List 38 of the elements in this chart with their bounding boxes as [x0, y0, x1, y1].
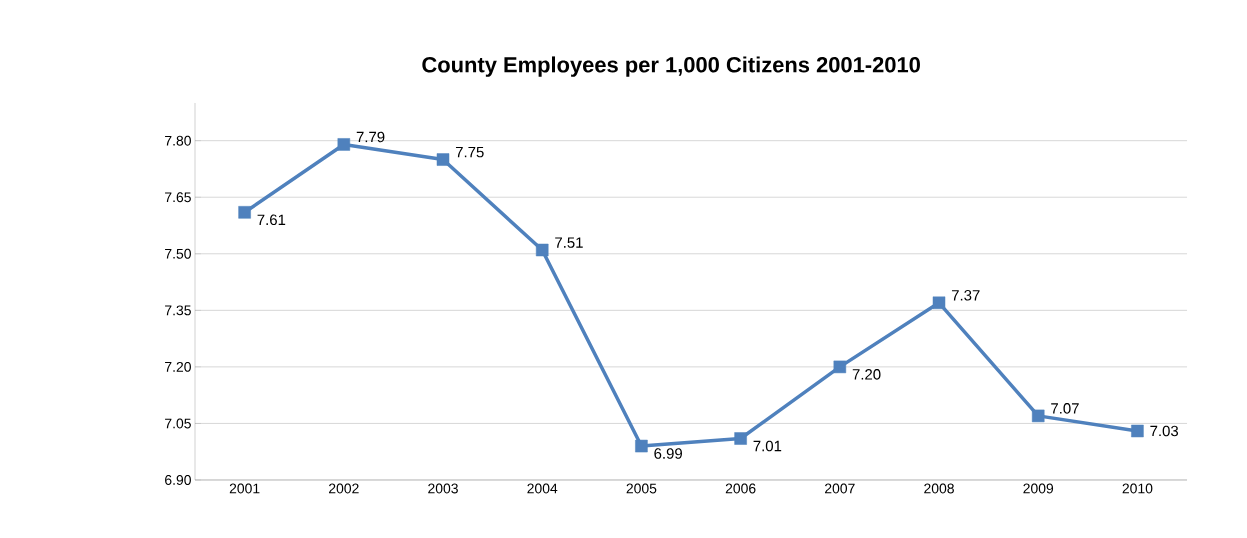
data-label: 7.75 — [455, 146, 484, 158]
x-tick-label: 2005 — [626, 483, 657, 494]
x-tick-label: 2003 — [428, 483, 458, 494]
y-tick-label: 7.05 — [165, 418, 191, 429]
x-tick-label: 2010 — [1122, 483, 1153, 494]
data-label: 7.51 — [555, 237, 583, 248]
x-tick-label: 2007 — [825, 483, 855, 494]
point — [932, 296, 946, 310]
point — [337, 138, 351, 151]
data-label: 7.07 — [1051, 403, 1079, 414]
x-tick-label: 2004 — [527, 483, 558, 494]
chart-title: County Employees per 1,000 Citizens 2001-2010 — [422, 56, 920, 77]
point — [734, 432, 747, 445]
x-tick-label: 2002 — [329, 483, 359, 494]
point — [833, 360, 847, 374]
point — [436, 153, 450, 166]
y-tick-label: 7.20 — [165, 361, 191, 372]
y-tick-label: 7.80 — [165, 135, 191, 146]
y-tick-label: 7.65 — [165, 192, 191, 203]
data-label: 7.37 — [951, 290, 980, 301]
point — [635, 439, 648, 453]
x-tick-label: 2001 — [229, 483, 260, 494]
point — [1131, 424, 1144, 438]
y-tick-label: 6.90 — [165, 475, 191, 485]
data-label: 7.79 — [356, 131, 385, 143]
x-tick-label: 2008 — [924, 483, 954, 494]
y-tick-label: 7.50 — [165, 248, 191, 259]
x-tick-label: 2006 — [725, 483, 756, 494]
point — [535, 243, 549, 257]
point — [1031, 409, 1045, 423]
data-label: 6.99 — [654, 448, 682, 459]
data-label: 7.01 — [753, 440, 782, 452]
x-tick-label: 2009 — [1023, 483, 1054, 494]
data-label: 7.03 — [1150, 425, 1179, 437]
data-label: 7.20 — [852, 369, 881, 380]
y-tick-label: 7.35 — [165, 305, 191, 316]
point — [238, 206, 251, 219]
data-label: 7.61 — [257, 214, 286, 226]
